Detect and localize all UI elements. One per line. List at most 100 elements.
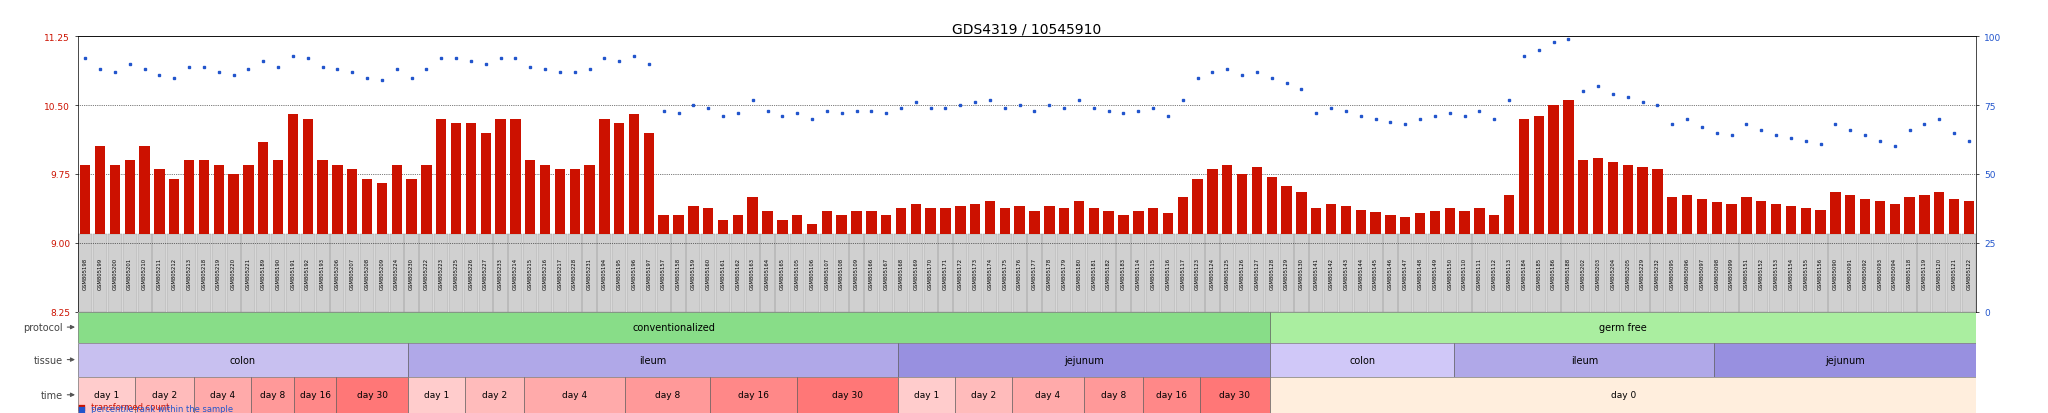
Bar	[1087, 235, 1102, 312]
Bar	[346, 170, 358, 235]
Bar	[700, 235, 715, 312]
Bar	[1950, 199, 1960, 235]
Bar	[805, 235, 819, 312]
Bar	[303, 120, 313, 235]
Text: day 2: day 2	[152, 390, 176, 399]
Text: GSM805171: GSM805171	[942, 257, 948, 290]
Text: GSM805207: GSM805207	[350, 257, 354, 290]
Bar	[731, 235, 745, 312]
Bar	[1251, 168, 1262, 235]
Text: GSM805225: GSM805225	[453, 257, 459, 290]
Bar	[244, 165, 254, 235]
Bar	[719, 220, 729, 235]
Bar	[612, 235, 627, 312]
Bar	[1829, 235, 1843, 312]
Text: GSM805124: GSM805124	[1210, 257, 1214, 290]
Bar	[465, 124, 475, 235]
Text: GSM805166: GSM805166	[868, 257, 874, 290]
Bar	[1636, 235, 1649, 312]
Bar	[1962, 235, 1976, 312]
Bar	[1266, 177, 1278, 235]
Bar	[897, 343, 1270, 377]
Bar	[686, 235, 700, 312]
Bar	[524, 377, 625, 413]
Bar	[627, 235, 641, 312]
Bar	[522, 235, 537, 312]
Bar	[1221, 235, 1235, 312]
Bar	[1190, 235, 1204, 312]
Bar	[711, 377, 797, 413]
Bar	[836, 235, 848, 312]
Text: GSM805178: GSM805178	[1047, 257, 1053, 290]
Bar	[139, 147, 150, 235]
Bar	[1354, 235, 1368, 312]
Bar	[408, 343, 897, 377]
Bar	[1858, 235, 1872, 312]
Bar	[909, 235, 924, 312]
Bar	[1874, 202, 1884, 235]
Bar	[909, 235, 924, 312]
Bar	[717, 235, 729, 312]
Bar	[1667, 197, 1677, 235]
Text: GSM805212: GSM805212	[172, 257, 176, 290]
Text: GSM805195: GSM805195	[616, 257, 623, 290]
Bar	[494, 235, 508, 312]
Text: day 8: day 8	[1102, 390, 1126, 399]
Title: GDS4319 / 10545910: GDS4319 / 10545910	[952, 22, 1102, 36]
Bar	[612, 235, 627, 312]
Bar	[657, 235, 672, 312]
Bar	[1798, 235, 1812, 312]
Bar	[451, 124, 461, 235]
Text: day 1: day 1	[913, 390, 940, 399]
Text: conventionalized: conventionalized	[633, 322, 715, 332]
Bar	[406, 235, 418, 312]
Bar	[78, 312, 1270, 343]
Bar	[1917, 235, 1931, 312]
Bar	[1724, 235, 1739, 312]
Bar	[1948, 235, 1962, 312]
Text: GSM805128: GSM805128	[1270, 257, 1274, 290]
Bar	[1325, 235, 1337, 312]
Bar	[924, 235, 938, 312]
Text: GSM805173: GSM805173	[973, 257, 977, 290]
Bar	[731, 235, 745, 312]
Text: day 16: day 16	[299, 390, 330, 399]
Bar	[375, 235, 389, 312]
Bar	[1593, 159, 1604, 235]
Bar	[1815, 210, 1825, 235]
Bar	[1903, 235, 1917, 312]
Bar	[850, 235, 864, 312]
Bar	[850, 235, 864, 312]
Text: ■  percentile rank within the sample: ■ percentile rank within the sample	[78, 404, 233, 413]
Bar	[1176, 235, 1190, 312]
Bar	[582, 235, 596, 312]
Bar	[1296, 193, 1307, 235]
Bar	[1653, 170, 1663, 235]
Text: day 2: day 2	[481, 390, 508, 399]
Bar	[954, 377, 1012, 413]
Text: GSM805113: GSM805113	[1507, 257, 1511, 290]
Bar	[983, 235, 997, 312]
Bar	[1606, 235, 1620, 312]
Bar	[211, 235, 225, 312]
Bar	[821, 211, 831, 235]
Bar	[211, 235, 225, 312]
Bar	[1769, 235, 1784, 312]
Bar	[805, 235, 819, 312]
Bar	[1309, 235, 1323, 312]
Text: GSM805092: GSM805092	[1862, 257, 1868, 290]
Bar	[154, 170, 164, 235]
Text: germ free: germ free	[1599, 322, 1647, 332]
Text: GSM805164: GSM805164	[766, 257, 770, 290]
Text: GSM805230: GSM805230	[410, 257, 414, 290]
Bar	[1161, 235, 1176, 312]
Text: day 4: day 4	[561, 390, 588, 399]
Bar	[227, 235, 240, 312]
Bar	[1339, 235, 1354, 312]
Text: GSM805161: GSM805161	[721, 257, 725, 290]
Text: day 8: day 8	[655, 390, 680, 399]
Bar	[137, 235, 152, 312]
Bar	[1473, 235, 1487, 312]
Text: GSM805185: GSM805185	[1536, 257, 1542, 290]
Bar	[598, 235, 612, 312]
